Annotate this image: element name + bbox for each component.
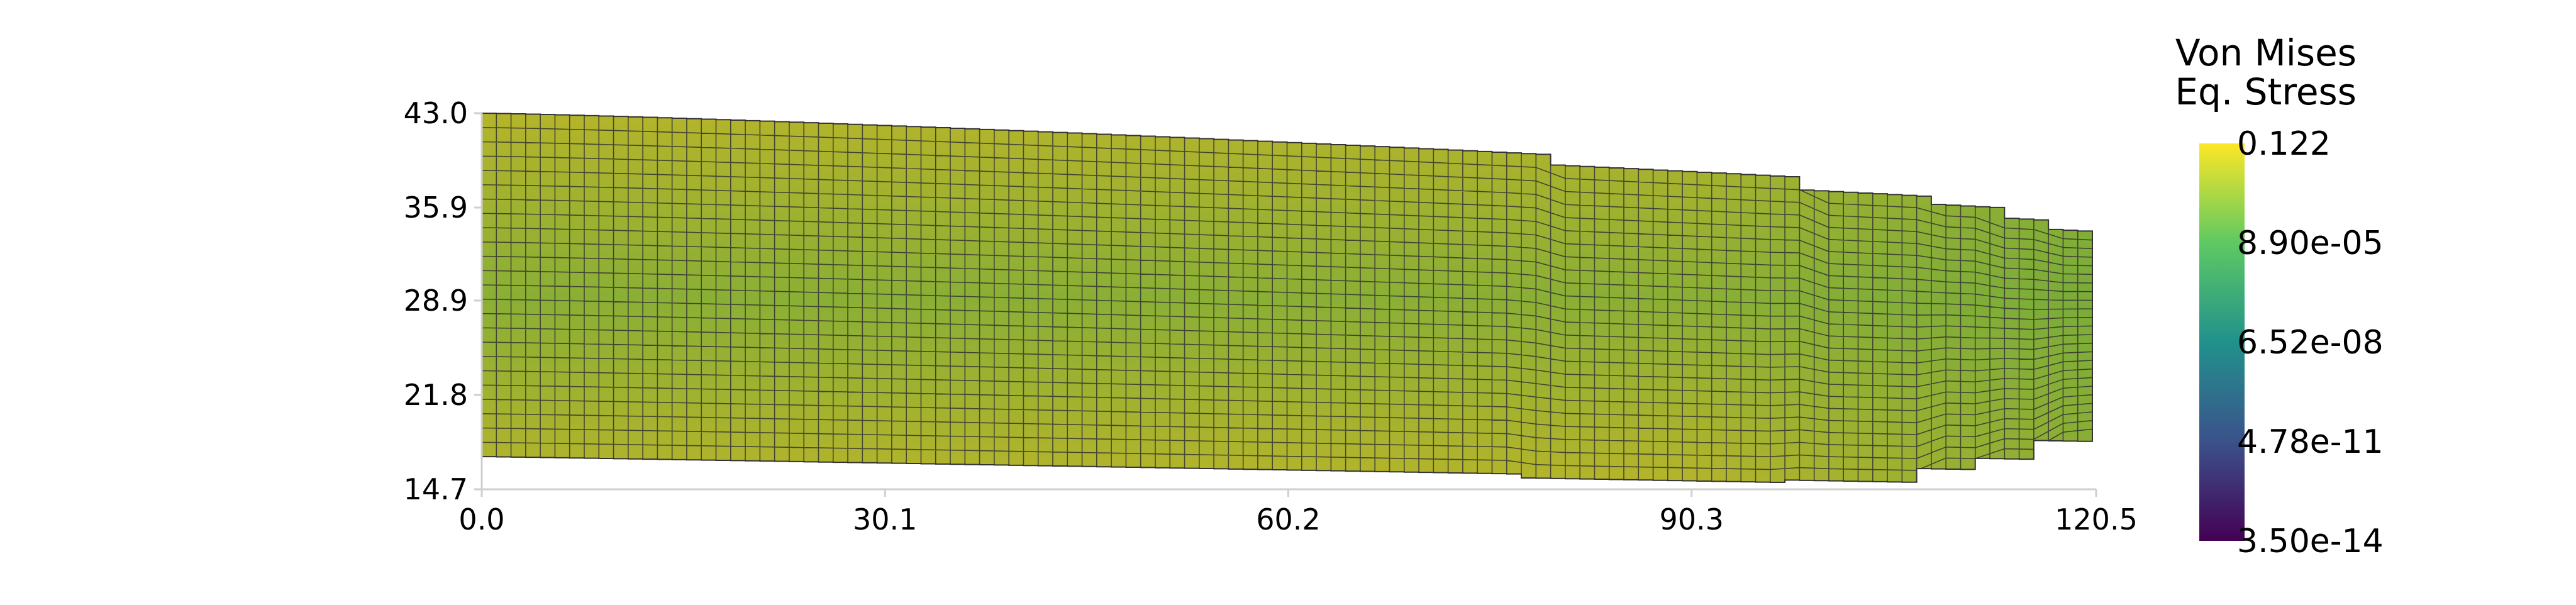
deformed-mesh xyxy=(481,113,2093,484)
legend-title-line2: Eq. Stress xyxy=(2175,70,2357,113)
legend-title-line1: Von Mises xyxy=(2175,31,2357,74)
color-legend: Von Mises Eq. Stress 0.122 8.90e-05 6.52e-… xyxy=(2175,31,2383,560)
colorbar xyxy=(2199,143,2245,541)
x-tick-label: 30.1 xyxy=(853,502,917,536)
colorbar-label: 8.90e-05 xyxy=(2237,225,2384,262)
colorbar-label: 6.52e-08 xyxy=(2237,324,2384,362)
mesh-outline xyxy=(481,113,2093,484)
y-axis-ticks: 43.0 35.9 28.9 21.8 14.7 xyxy=(404,96,482,506)
y-tick-label: 21.8 xyxy=(404,378,468,412)
x-tick-label: 60.2 xyxy=(1256,502,1320,536)
axes: 43.0 35.9 28.9 21.8 14.7 0.0 30.1 60.2 90.3 120.… xyxy=(404,96,2138,536)
y-tick-label: 14.7 xyxy=(404,472,468,506)
y-tick-label: 35.9 xyxy=(404,191,468,225)
x-axis-ticks: 0.0 30.1 60.2 90.3 120.5 xyxy=(458,489,2138,536)
mesh-grid-path xyxy=(482,113,2092,483)
mesh-grid-lines xyxy=(482,113,2092,483)
y-tick-label: 28.9 xyxy=(404,284,468,318)
colorbar-labels: 0.122 8.90e-05 6.52e-08 4.78e-11 3.50e-14 xyxy=(2237,125,2384,560)
x-tick-label: 120.5 xyxy=(2055,502,2138,536)
x-tick-label: 90.3 xyxy=(1659,502,1723,536)
colorbar-label: 4.78e-11 xyxy=(2237,423,2384,461)
x-tick-label: 0.0 xyxy=(458,502,504,536)
colorbar-label: 0.122 xyxy=(2237,125,2331,163)
colorbar-label: 3.50e-14 xyxy=(2237,523,2384,560)
y-tick-label: 43.0 xyxy=(404,96,468,130)
